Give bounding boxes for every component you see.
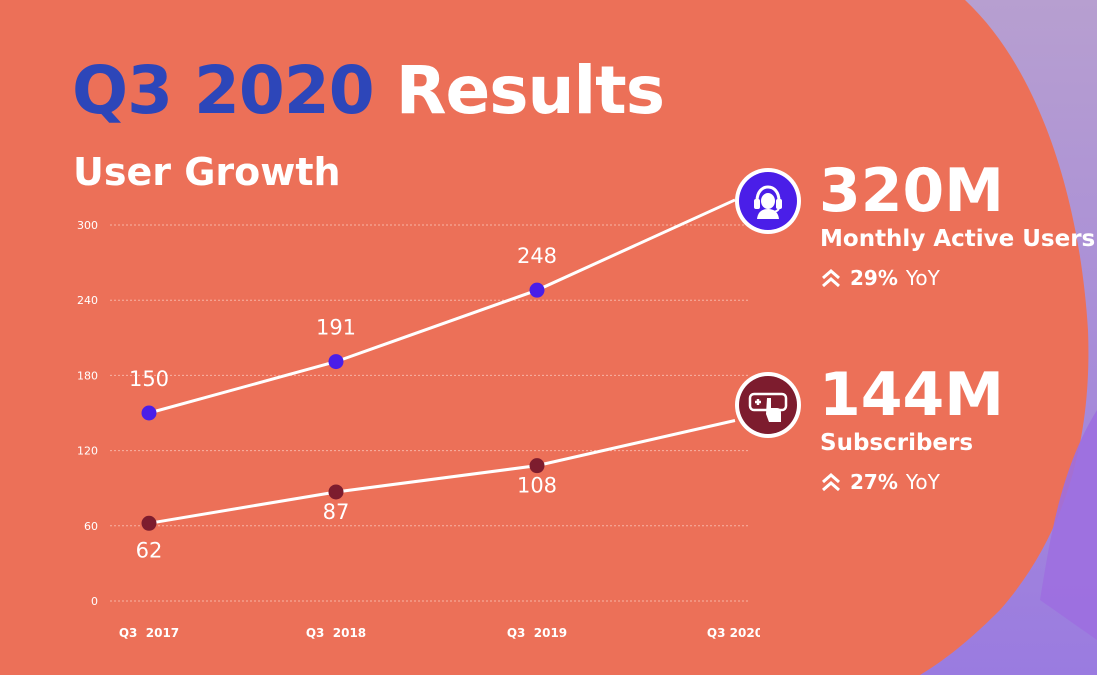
y-tick-label: 0 [91, 595, 98, 608]
title-period: Q3 2020 [72, 52, 375, 129]
user-growth-chart: 0 60 120 180 240 300 Q3 2017 Q3 2018 Q3 2019 Q3 2… [77, 198, 760, 640]
mau-yoy: 29% YoY [820, 266, 940, 290]
subscribers-data-point [141, 515, 157, 531]
y-tick-label: 60 [84, 520, 98, 533]
y-tick-label: 300 [77, 219, 98, 232]
mau-data-point [529, 282, 545, 298]
mau-yoy-percent: 29% [850, 266, 898, 290]
headset-user-icon [735, 168, 801, 234]
subscribers-stat: 144M Subscribers 27% YoY [735, 360, 1097, 532]
title-results: Results [395, 52, 665, 129]
subscribers-data-label: 87 [323, 500, 350, 524]
subscribers-data-point [328, 484, 344, 500]
x-tick-label: Q3 2018 [306, 626, 366, 640]
subscribers-series-line [148, 419, 736, 525]
mau-series-line [148, 198, 736, 415]
subscribers-data-label: 62 [136, 538, 163, 562]
chart-subtitle: User Growth [73, 150, 341, 194]
page-title: Q3 2020 Results [72, 52, 665, 129]
subscribers-yoy-suffix: YoY [905, 470, 940, 494]
y-tick-label: 240 [77, 294, 98, 307]
subscribers-yoy-percent: 27% [850, 470, 898, 494]
mau-data-label: 248 [517, 244, 557, 268]
subscribers-label: Subscribers [820, 430, 974, 456]
mau-data-label: 191 [316, 316, 356, 340]
subscribers-yoy: 27% YoY [820, 470, 940, 494]
x-tick-label: Q3 2020 [707, 626, 760, 640]
double-chevron-up-icon [822, 473, 840, 492]
y-tick-label: 120 [77, 445, 98, 458]
subscribers-data-point [529, 458, 545, 474]
subscribers-value: 144M [819, 360, 1004, 430]
mau-data-point [141, 405, 157, 421]
double-chevron-up-icon [822, 269, 840, 288]
mau-data-point [328, 354, 344, 370]
subscribers-data-label: 108 [517, 474, 557, 498]
x-tick-label: Q3 2019 [507, 626, 567, 640]
mau-value: 320M [819, 156, 1004, 226]
mau-stat: 320M Monthly Active Users 29% YoY [735, 156, 1097, 328]
x-tick-label: Q3 2017 [119, 626, 179, 640]
mau-label: Monthly Active Users [820, 226, 1096, 252]
hand-press-card-icon [735, 372, 801, 438]
mau-yoy-suffix: YoY [905, 266, 940, 290]
y-tick-label: 180 [77, 369, 98, 382]
mau-data-label: 150 [129, 367, 169, 391]
